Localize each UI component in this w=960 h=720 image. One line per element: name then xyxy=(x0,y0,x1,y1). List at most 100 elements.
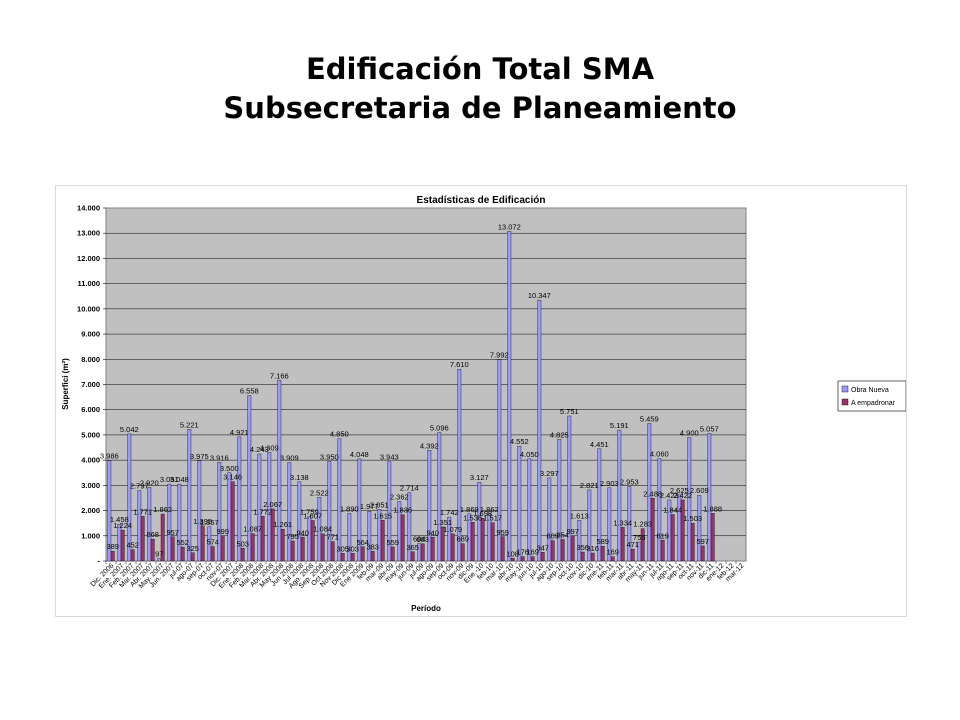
bar-a-empadronar xyxy=(400,514,405,562)
bar-obra-nueva xyxy=(527,458,532,562)
chart-title: Estadísticas de Edificación xyxy=(417,195,546,206)
data-label-a-empadronar: 1.351 xyxy=(433,518,452,527)
data-label-obra-nueva: 6.558 xyxy=(240,387,259,396)
bar-a-empadronar xyxy=(690,522,695,562)
data-label-obra-nueva: 1.759 xyxy=(300,508,319,517)
bar-a-empadronar xyxy=(610,556,615,562)
data-label-obra-nueva: 3.048 xyxy=(170,475,189,484)
data-label-obra-nueva: 5.191 xyxy=(610,421,629,430)
data-label-obra-nueva: 7.610 xyxy=(450,360,469,369)
bar-a-empadronar xyxy=(600,545,605,562)
bar-obra-nueva xyxy=(307,516,312,562)
bar-a-empadronar xyxy=(120,529,125,562)
data-label-obra-nueva: 4.451 xyxy=(590,440,609,449)
bar-obra-nueva xyxy=(607,487,612,562)
data-label-a-empadronar: 1.607 xyxy=(303,511,322,520)
data-label-a-empadronar: 689 xyxy=(456,535,469,544)
y-tick-label: 12.000 xyxy=(77,254,100,263)
y-tick-label: 2.000 xyxy=(81,506,100,515)
legend-box xyxy=(837,380,906,412)
data-label-a-empadronar: 2.422 xyxy=(673,491,692,500)
data-label-obra-nueva: 5.057 xyxy=(700,424,719,433)
bar-obra-nueva xyxy=(217,462,222,562)
data-label-a-empadronar: 559 xyxy=(386,538,399,547)
data-label-a-empadronar: 452 xyxy=(126,541,139,550)
data-label-obra-nueva: 2.522 xyxy=(310,488,329,497)
data-label-obra-nueva: 2.797 xyxy=(130,481,149,490)
bar-obra-nueva xyxy=(107,460,112,562)
data-label-obra-nueva: 4.050 xyxy=(520,450,539,459)
bar-a-empadronar xyxy=(410,551,415,562)
bar-obra-nueva xyxy=(137,490,142,562)
bar-obra-nueva xyxy=(647,423,652,562)
data-label-a-empadronar: 999 xyxy=(216,527,229,536)
data-label-obra-nueva: 2.903 xyxy=(600,479,619,488)
data-label-obra-nueva: 1.862 xyxy=(480,505,499,514)
bar-a-empadronar xyxy=(180,546,185,562)
data-label-a-empadronar: 1.334 xyxy=(613,518,632,527)
y-tick-label: 14.000 xyxy=(77,204,100,213)
data-label-a-empadronar: 1.836 xyxy=(393,506,412,515)
data-label-a-empadronar: 940 xyxy=(426,528,439,537)
data-label-obra-nueva: 3.297 xyxy=(540,469,559,478)
data-label-obra-nueva: 4.825 xyxy=(550,430,569,439)
bar-obra-nueva xyxy=(587,489,592,562)
bar-obra-nueva xyxy=(177,483,182,562)
data-label-obra-nueva: 1.458 xyxy=(110,515,129,524)
bar-obra-nueva xyxy=(297,481,302,562)
bar-a-empadronar xyxy=(490,522,495,562)
bar-obra-nueva xyxy=(517,446,522,562)
bar-obra-nueva xyxy=(407,492,412,562)
data-label-obra-nueva: 4.060 xyxy=(650,450,669,459)
data-label-obra-nueva: 5.042 xyxy=(120,425,139,434)
bar-a-empadronar xyxy=(620,527,625,562)
data-label-a-empadronar: 356 xyxy=(576,543,589,552)
bar-obra-nueva xyxy=(187,429,192,562)
data-label-obra-nueva: 2.609 xyxy=(690,486,709,495)
data-label-a-empadronar: 552 xyxy=(176,538,189,547)
data-label-obra-nueva: 5.459 xyxy=(640,414,659,423)
bar-a-empadronar xyxy=(420,543,425,562)
legend-label-a-empadronar: A empadronar xyxy=(851,400,896,407)
bar-obra-nueva xyxy=(617,429,622,562)
data-label-obra-nueva: 2.051 xyxy=(370,500,389,509)
data-label-obra-nueva: 2.953 xyxy=(620,478,639,487)
bar-obra-nueva xyxy=(237,436,242,562)
bar-a-empadronar xyxy=(170,536,175,562)
bar-obra-nueva xyxy=(247,395,252,562)
data-label-a-empadronar: 683 xyxy=(416,535,429,544)
bar-a-empadronar xyxy=(160,513,165,562)
data-label-a-empadronar: 1.261 xyxy=(273,520,292,529)
bar-obra-nueva xyxy=(287,462,292,562)
data-label-obra-nueva: 3.909 xyxy=(280,453,299,462)
bar-a-empadronar xyxy=(110,551,115,562)
bar-a-empadronar xyxy=(380,520,385,562)
chart-frame: Estadísticas de Edificación -1.000 2.000 3… xyxy=(55,185,907,617)
bar-obra-nueva xyxy=(457,368,462,562)
data-label-obra-nueva: 13.072 xyxy=(498,222,521,231)
bar-a-empadronar xyxy=(140,516,145,562)
data-label-a-empadronar: 959 xyxy=(496,528,509,537)
data-label-obra-nueva: 2.714 xyxy=(400,484,419,493)
data-label-a-empadronar: 316 xyxy=(586,544,599,553)
data-label-a-empadronar: 1.087 xyxy=(243,525,262,534)
bar-obra-nueva xyxy=(577,520,582,562)
data-label-a-empadronar: 597 xyxy=(696,537,709,546)
bar-a-empadronar xyxy=(680,499,685,562)
data-label-obra-nueva: 5.221 xyxy=(180,420,199,429)
data-label-a-empadronar: 1.224 xyxy=(113,521,132,530)
legend: Obra Nueva A empadronar xyxy=(837,380,906,412)
x-axis-title: Período xyxy=(411,604,441,613)
data-label-a-empadronar: 589 xyxy=(596,537,609,546)
data-label-obra-nueva: 2.362 xyxy=(390,492,409,501)
bar-obra-nueva xyxy=(507,231,512,562)
data-label-obra-nueva: 5.096 xyxy=(430,424,449,433)
data-label-obra-nueva: 1.869 xyxy=(460,505,479,514)
bar-obra-nueva xyxy=(427,450,432,562)
bar-obra-nueva xyxy=(437,432,442,562)
data-label-a-empadronar: 503 xyxy=(236,539,249,548)
data-label-a-empadronar: 2.488 xyxy=(643,489,662,498)
data-label-a-empadronar: 997 xyxy=(566,527,579,536)
bar-a-empadronar xyxy=(580,551,585,562)
bar-a-empadronar xyxy=(480,518,485,562)
